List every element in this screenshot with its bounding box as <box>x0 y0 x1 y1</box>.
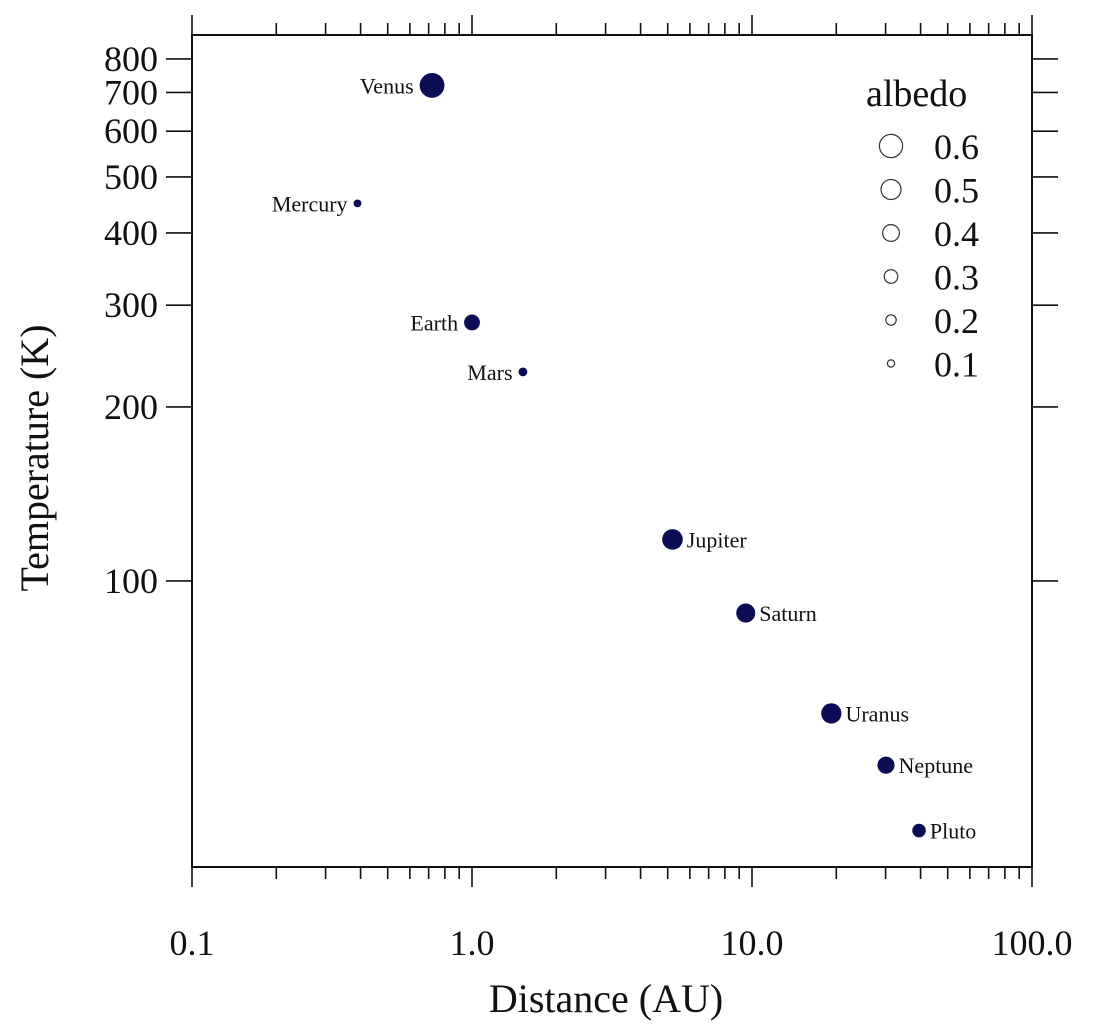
legend-label: 0.6 <box>934 127 979 167</box>
point-label: Mars <box>467 360 512 385</box>
data-point <box>518 367 528 377</box>
data-point <box>662 529 683 550</box>
y-tick-label: 300 <box>104 285 158 325</box>
y-tick-label: 200 <box>104 387 158 427</box>
point-labels: Venus Mercury Earth Mars Jupiter Saturn Uranus… <box>272 73 976 843</box>
legend: albedo 0.60.50.40.30.20.1 <box>866 73 979 385</box>
x-tick-label: 100.0 <box>992 923 1073 963</box>
point-label: Venus <box>360 73 414 98</box>
point-label: Saturn <box>759 601 816 626</box>
legend-marker <box>885 314 897 326</box>
data-point <box>736 603 756 623</box>
legend-label: 0.2 <box>934 301 979 341</box>
legend-label: 0.1 <box>934 345 979 385</box>
legend-marker <box>880 178 902 201</box>
legend-marker <box>886 359 896 368</box>
point-label: Uranus <box>845 701 909 726</box>
x-tick-label: 0.1 <box>170 923 215 963</box>
y-tick-label: 600 <box>104 111 158 151</box>
point-label: Jupiter <box>687 527 748 552</box>
data-points <box>353 72 926 838</box>
data-point <box>464 314 480 331</box>
legend-label: 0.4 <box>934 214 979 254</box>
plot-frame <box>191 34 1033 868</box>
legend-marker <box>881 224 900 243</box>
data-point <box>877 756 895 774</box>
x-tick-label: 1.0 <box>450 923 495 963</box>
data-point <box>912 823 926 838</box>
legend-label: 0.5 <box>934 171 979 211</box>
point-label: Earth <box>410 310 458 335</box>
y-tick-label: 800 <box>104 39 158 79</box>
x-axis-title: Distance (AU) <box>489 976 723 1021</box>
data-point <box>353 199 362 208</box>
data-point <box>821 703 842 724</box>
y-tick-label: 400 <box>104 213 158 253</box>
legend-title: albedo <box>866 73 967 115</box>
x-tick-label: 10.0 <box>721 923 784 963</box>
y-tick-label: 700 <box>104 72 158 112</box>
legend-marker <box>878 133 904 159</box>
legend-marker <box>883 269 899 284</box>
legend-label: 0.3 <box>934 258 979 298</box>
point-label: Pluto <box>930 819 976 844</box>
y-tick-label: 100 <box>104 561 158 601</box>
data-point <box>419 72 445 98</box>
y-tick-label: 500 <box>104 157 158 197</box>
y-axis-title: Temperature (K) <box>12 324 57 591</box>
point-label: Mercury <box>272 191 348 216</box>
point-label: Neptune <box>899 753 974 778</box>
axis-ticks <box>166 15 1058 887</box>
